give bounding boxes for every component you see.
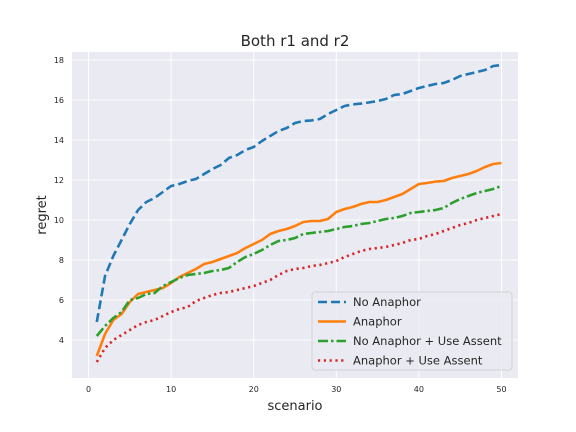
legend-box — [311, 291, 513, 371]
x-tick-label: 50 — [496, 385, 506, 394]
legend-label: Anaphor — [353, 315, 402, 329]
y-tick-label: 4 — [59, 336, 64, 345]
chart-title: Both r1 and r2 — [241, 32, 350, 50]
tick-labels: 0 10 20 30 40 50 4 6 8 10 12 14 16 18 — [54, 56, 507, 394]
legend: No Anaphor Anaphor No Anaphor + Use Assent… — [311, 291, 513, 371]
legend-label: Anaphor + Use Assent — [353, 354, 483, 368]
y-tick-label: 18 — [54, 56, 64, 65]
x-tick-label: 0 — [86, 385, 91, 394]
y-tick-label: 6 — [59, 296, 64, 305]
series-line-1 — [95, 63, 502, 323]
x-tick-label: 20 — [249, 385, 259, 394]
series-layer — [95, 63, 502, 363]
y-tick-label: 12 — [54, 176, 64, 185]
x-tick-label: 40 — [414, 385, 424, 394]
series-line-3 — [95, 184, 502, 337]
y-tick-label: 8 — [59, 256, 64, 265]
legend-label: No Anaphor — [353, 295, 421, 309]
legend-label: No Anaphor + Use Assent — [353, 334, 502, 348]
x-tick-label: 30 — [331, 385, 341, 394]
x-axis-label: scenario — [267, 399, 322, 414]
series-line-2 — [95, 161, 502, 357]
x-tick-label: 10 — [166, 385, 176, 394]
y-tick-label: 10 — [54, 216, 64, 225]
y-tick-label: 14 — [54, 136, 64, 145]
y-axis-label: regret — [35, 195, 50, 234]
y-tick-label: 16 — [54, 96, 64, 105]
